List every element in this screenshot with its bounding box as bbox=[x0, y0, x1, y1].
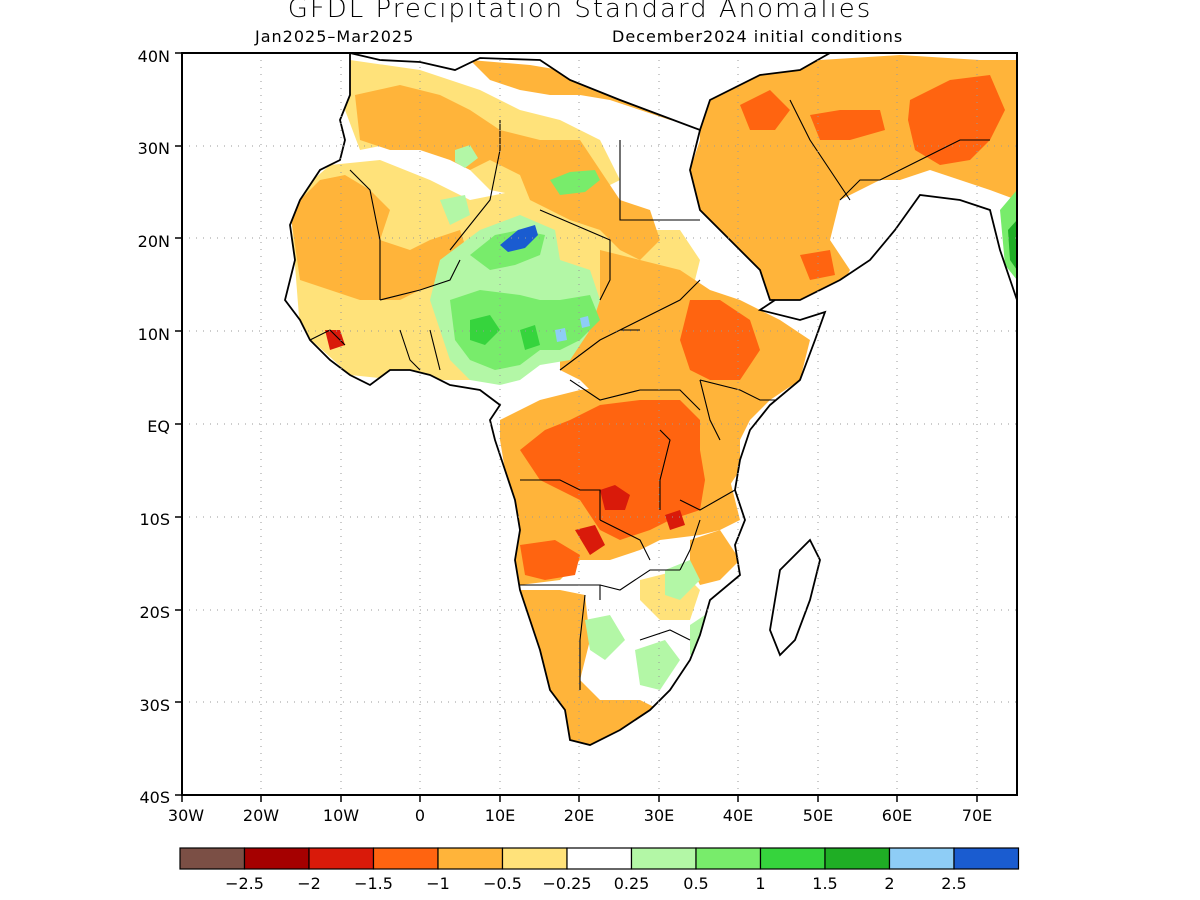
colorbar-label: −1 bbox=[426, 874, 450, 893]
colorbar-swatch bbox=[566, 847, 633, 870]
lat-label: EQ bbox=[147, 417, 170, 436]
colorbar-swatch bbox=[501, 847, 568, 870]
colorbar-swatch bbox=[243, 847, 310, 870]
colorbar-swatch bbox=[953, 847, 1020, 870]
lon-label: 20E bbox=[564, 806, 594, 825]
map-title: GFDL Precipitation Standard Anomalies bbox=[287, 0, 873, 24]
lon-label: 70E bbox=[962, 806, 992, 825]
lon-label: 20W bbox=[243, 806, 279, 825]
lon-label: 50E bbox=[803, 806, 833, 825]
colorbar-swatch bbox=[759, 847, 826, 870]
colorbar-swatch bbox=[308, 847, 375, 870]
colorbar-label: −2 bbox=[297, 874, 321, 893]
lat-label: 20S bbox=[139, 603, 170, 622]
colorbar-swatch bbox=[630, 847, 697, 870]
coastline-outlines bbox=[284, 53, 1017, 746]
anomaly-field bbox=[285, 53, 1017, 745]
colorbar-swatch bbox=[437, 847, 504, 870]
colorbar-label: 1 bbox=[755, 874, 765, 893]
lat-label: 10S bbox=[139, 510, 170, 529]
lon-label: 40E bbox=[723, 806, 753, 825]
axis-ticks bbox=[175, 52, 978, 802]
forecast-period: Jan2025–Mar2025 bbox=[255, 27, 415, 46]
colorbar-label: 0.25 bbox=[614, 874, 650, 893]
colorbar-label: −0.25 bbox=[542, 874, 591, 893]
lat-axis-labels: 40N 30N 20N 10N EQ 10S 20S 30S 40S bbox=[138, 47, 170, 807]
lon-label: 60E bbox=[882, 806, 912, 825]
lat-label: 30S bbox=[139, 696, 170, 715]
colorbar-label: −2.5 bbox=[225, 874, 264, 893]
colorbar-swatch bbox=[179, 847, 246, 870]
lat-label: 40S bbox=[139, 788, 170, 807]
colorbar-label: 1.5 bbox=[812, 874, 837, 893]
colorbar: −2.5 −2 −1.5 −1 −0.5 −0.25 0.25 0.5 1 1.5 2 2.5 bbox=[179, 847, 1020, 893]
lat-label: 30N bbox=[138, 139, 170, 158]
country-borders bbox=[309, 99, 990, 690]
lat-label: 10N bbox=[138, 325, 170, 344]
lat-label: 40N bbox=[138, 47, 170, 66]
lon-label: 30W bbox=[168, 806, 204, 825]
lat-label: 20N bbox=[138, 232, 170, 251]
lon-label: 10E bbox=[485, 806, 515, 825]
colorbar-swatch bbox=[888, 847, 955, 870]
graticule bbox=[182, 53, 1017, 795]
colorbar-swatch bbox=[372, 847, 439, 870]
colorbar-swatch bbox=[824, 847, 891, 870]
lon-axis-labels: 30W 20W 10W 0 10E 20E 30E 40E 50E 60E 70… bbox=[168, 806, 992, 825]
colorbar-label: 2 bbox=[884, 874, 894, 893]
colorbar-swatch bbox=[695, 847, 762, 870]
initial-conditions: December2024 initial conditions bbox=[612, 27, 904, 46]
lon-label: 0 bbox=[415, 806, 425, 825]
colorbar-label: 0.5 bbox=[683, 874, 708, 893]
lon-label: 10W bbox=[323, 806, 359, 825]
colorbar-label: −0.5 bbox=[483, 874, 522, 893]
colorbar-label: 2.5 bbox=[941, 874, 966, 893]
lon-label: 30E bbox=[644, 806, 674, 825]
colorbar-label: −1.5 bbox=[354, 874, 393, 893]
